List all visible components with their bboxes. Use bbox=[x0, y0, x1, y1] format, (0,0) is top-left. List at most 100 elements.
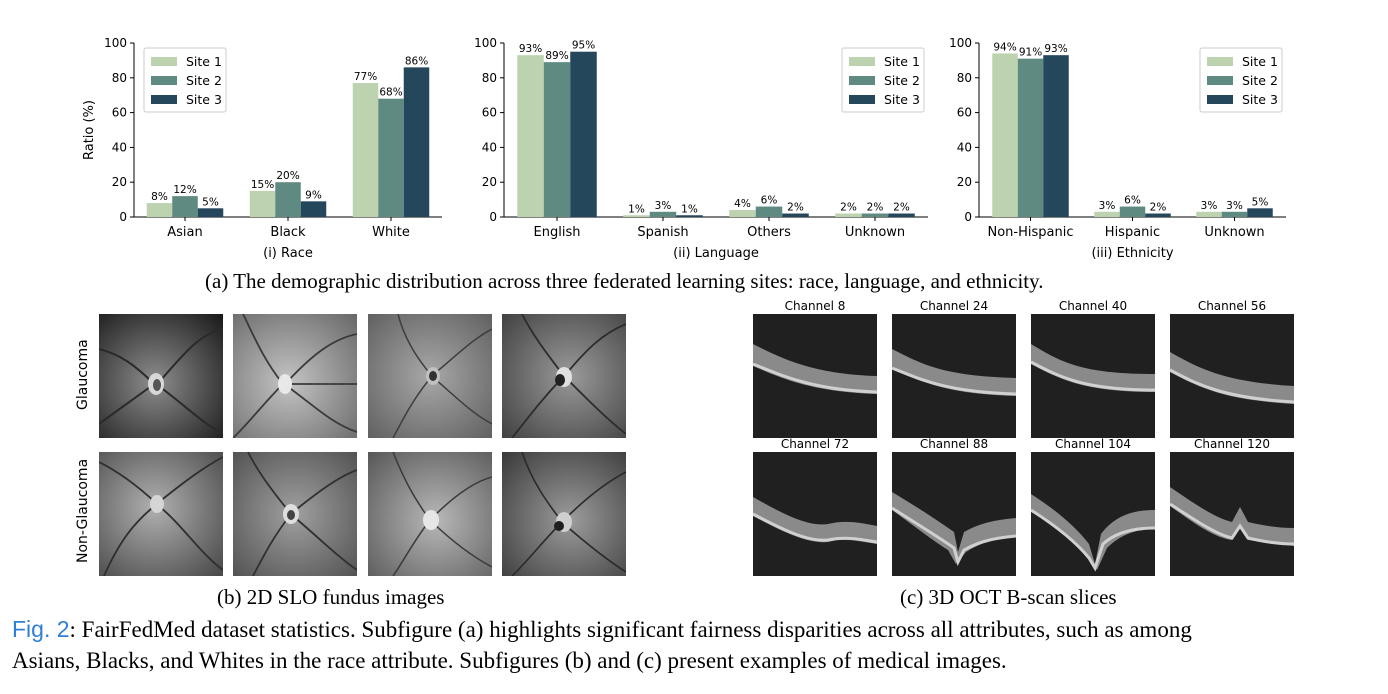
y-tick-label: 60 bbox=[112, 106, 127, 120]
x-tick-label: Asian bbox=[167, 225, 202, 240]
y-tick-label: 100 bbox=[474, 36, 497, 50]
x-tick-label: White bbox=[372, 225, 410, 240]
bar-unknown-site-3 bbox=[888, 213, 915, 217]
legend-label: Site 2 bbox=[186, 73, 222, 88]
slo-image-glaucoma-2 bbox=[233, 314, 357, 438]
legend-swatch-site-2 bbox=[849, 76, 875, 85]
y-tick-label: 60 bbox=[957, 106, 972, 120]
slo-image-non-glaucoma-1 bbox=[99, 452, 223, 576]
oct-title-7: Channel 104 bbox=[1055, 437, 1131, 451]
bar-non-hispanic-site-2 bbox=[1017, 58, 1044, 217]
bar-value-label: 95% bbox=[572, 40, 595, 52]
slo-row-label-glaucoma: Glaucoma bbox=[75, 339, 91, 410]
bar-value-label: 1% bbox=[628, 203, 645, 215]
bar-value-label: 89% bbox=[545, 50, 568, 62]
oct-slice-4 bbox=[1170, 314, 1294, 438]
bar-white-site-2 bbox=[378, 98, 404, 217]
bar-value-label: 91% bbox=[1019, 47, 1042, 59]
figure-caption-line-2: Asians, Blacks, and Whites in the race a… bbox=[12, 648, 1007, 673]
figure-reference: Fig. 2 bbox=[12, 616, 70, 642]
slo-image-non-glaucoma-3 bbox=[368, 452, 492, 576]
bar-unknown-site-3 bbox=[1247, 208, 1273, 217]
bar-value-label: 2% bbox=[1150, 202, 1167, 214]
oct-title-4: Channel 56 bbox=[1197, 299, 1267, 313]
y-tick-label: 20 bbox=[112, 175, 127, 189]
bar-value-label: 2% bbox=[893, 202, 910, 214]
bar-value-label: 3% bbox=[1099, 200, 1116, 212]
x-axis-label: (i) Race bbox=[263, 246, 313, 261]
x-tick-label: Hispanic bbox=[1105, 225, 1160, 240]
oct-title-1: Channel 8 bbox=[784, 299, 846, 313]
oct-title-8: Channel 120 bbox=[1194, 437, 1270, 451]
x-tick-label: Unknown bbox=[1204, 225, 1264, 240]
bar-value-label: 15% bbox=[251, 179, 274, 191]
bar-asian-site-1 bbox=[146, 203, 173, 217]
bar-spanish-site-2 bbox=[649, 211, 677, 217]
y-tick-label: 80 bbox=[482, 71, 497, 85]
bar-spanish-site-3 bbox=[676, 215, 703, 217]
oct-slice-2 bbox=[892, 314, 1016, 438]
y-tick-label: 80 bbox=[957, 71, 972, 85]
ethnicity-chart: 0 20 40 60 80 100 94% 91% 93% Non-Hispanic 3% 6% 2% H… bbox=[949, 36, 1286, 261]
oct-slice-8 bbox=[1170, 452, 1294, 576]
caption-c: (c) 3D OCT B-scan slices bbox=[900, 585, 1117, 609]
y-tick-label: 80 bbox=[112, 71, 127, 85]
x-tick-label: English bbox=[534, 225, 581, 240]
x-axis-label: (iii) Ethnicity bbox=[1091, 246, 1173, 261]
bar-value-label: 20% bbox=[276, 170, 299, 182]
oct-title-2: Channel 24 bbox=[919, 299, 989, 313]
oct-title-6: Channel 88 bbox=[919, 437, 989, 451]
bar-value-label: 1% bbox=[681, 203, 698, 215]
bar-value-label: 3% bbox=[1201, 200, 1218, 212]
legend-swatch-site-1 bbox=[1207, 57, 1233, 66]
bar-value-label: 2% bbox=[840, 202, 857, 214]
x-tick-label: Black bbox=[270, 225, 306, 240]
bar-non-hispanic-site-1 bbox=[992, 53, 1018, 217]
x-tick-label: Unknown bbox=[845, 225, 905, 240]
bar-value-label: 4% bbox=[734, 198, 751, 210]
bar-unknown-site-2 bbox=[861, 213, 889, 217]
oct-slice-6 bbox=[892, 452, 1016, 576]
bar-english-site-1 bbox=[517, 55, 544, 218]
bar-black-site-3 bbox=[300, 201, 327, 217]
oct-slice-5 bbox=[753, 452, 877, 576]
bar-value-label: 2% bbox=[787, 202, 804, 214]
legend-swatch-site-1 bbox=[151, 57, 177, 66]
bar-hispanic-site-2 bbox=[1119, 206, 1146, 217]
oct-slice-1 bbox=[753, 314, 877, 438]
legend-swatch-site-3 bbox=[849, 95, 875, 104]
oct-title-5: Channel 72 bbox=[780, 437, 850, 451]
y-axis-label: Ratio (%) bbox=[82, 100, 97, 160]
bar-unknown-site-2 bbox=[1221, 211, 1248, 217]
bar-value-label: 68% bbox=[379, 87, 402, 99]
slo-image-non-glaucoma-4 bbox=[502, 452, 626, 576]
bar-asian-site-3 bbox=[197, 208, 224, 217]
bar-value-label: 6% bbox=[1124, 195, 1141, 207]
bar-value-label: 3% bbox=[1226, 200, 1243, 212]
bar-unknown-site-1 bbox=[1196, 211, 1222, 217]
y-tick-label: 60 bbox=[482, 106, 497, 120]
x-tick-label: Non-Hispanic bbox=[988, 225, 1074, 240]
bar-white-site-3 bbox=[403, 67, 430, 217]
legend-label: Site 3 bbox=[884, 92, 920, 107]
slo-image-glaucoma-3 bbox=[368, 314, 492, 438]
bar-value-label: 3% bbox=[655, 200, 672, 212]
bar-others-site-1 bbox=[729, 210, 756, 217]
bar-value-label: 5% bbox=[202, 196, 219, 208]
y-tick-label: 0 bbox=[119, 210, 127, 224]
oct-slice-7 bbox=[1031, 452, 1155, 576]
legend-label: Site 1 bbox=[186, 54, 222, 69]
legend-label: Site 3 bbox=[186, 92, 222, 107]
y-tick-label: 40 bbox=[957, 140, 972, 154]
y-tick-label: 40 bbox=[482, 140, 497, 154]
oct-slice-3 bbox=[1031, 314, 1155, 438]
bar-hispanic-site-3 bbox=[1145, 213, 1171, 217]
y-tick-label: 40 bbox=[112, 140, 127, 154]
caption-b: (b) 2D SLO fundus images bbox=[217, 585, 445, 609]
bar-value-label: 8% bbox=[151, 191, 168, 203]
x-axis-label: (ii) Language bbox=[673, 246, 759, 261]
x-tick-label: Others bbox=[747, 225, 791, 240]
y-tick-label: 0 bbox=[964, 210, 972, 224]
slo-image-glaucoma-1 bbox=[99, 314, 223, 438]
bar-black-site-1 bbox=[249, 190, 276, 217]
